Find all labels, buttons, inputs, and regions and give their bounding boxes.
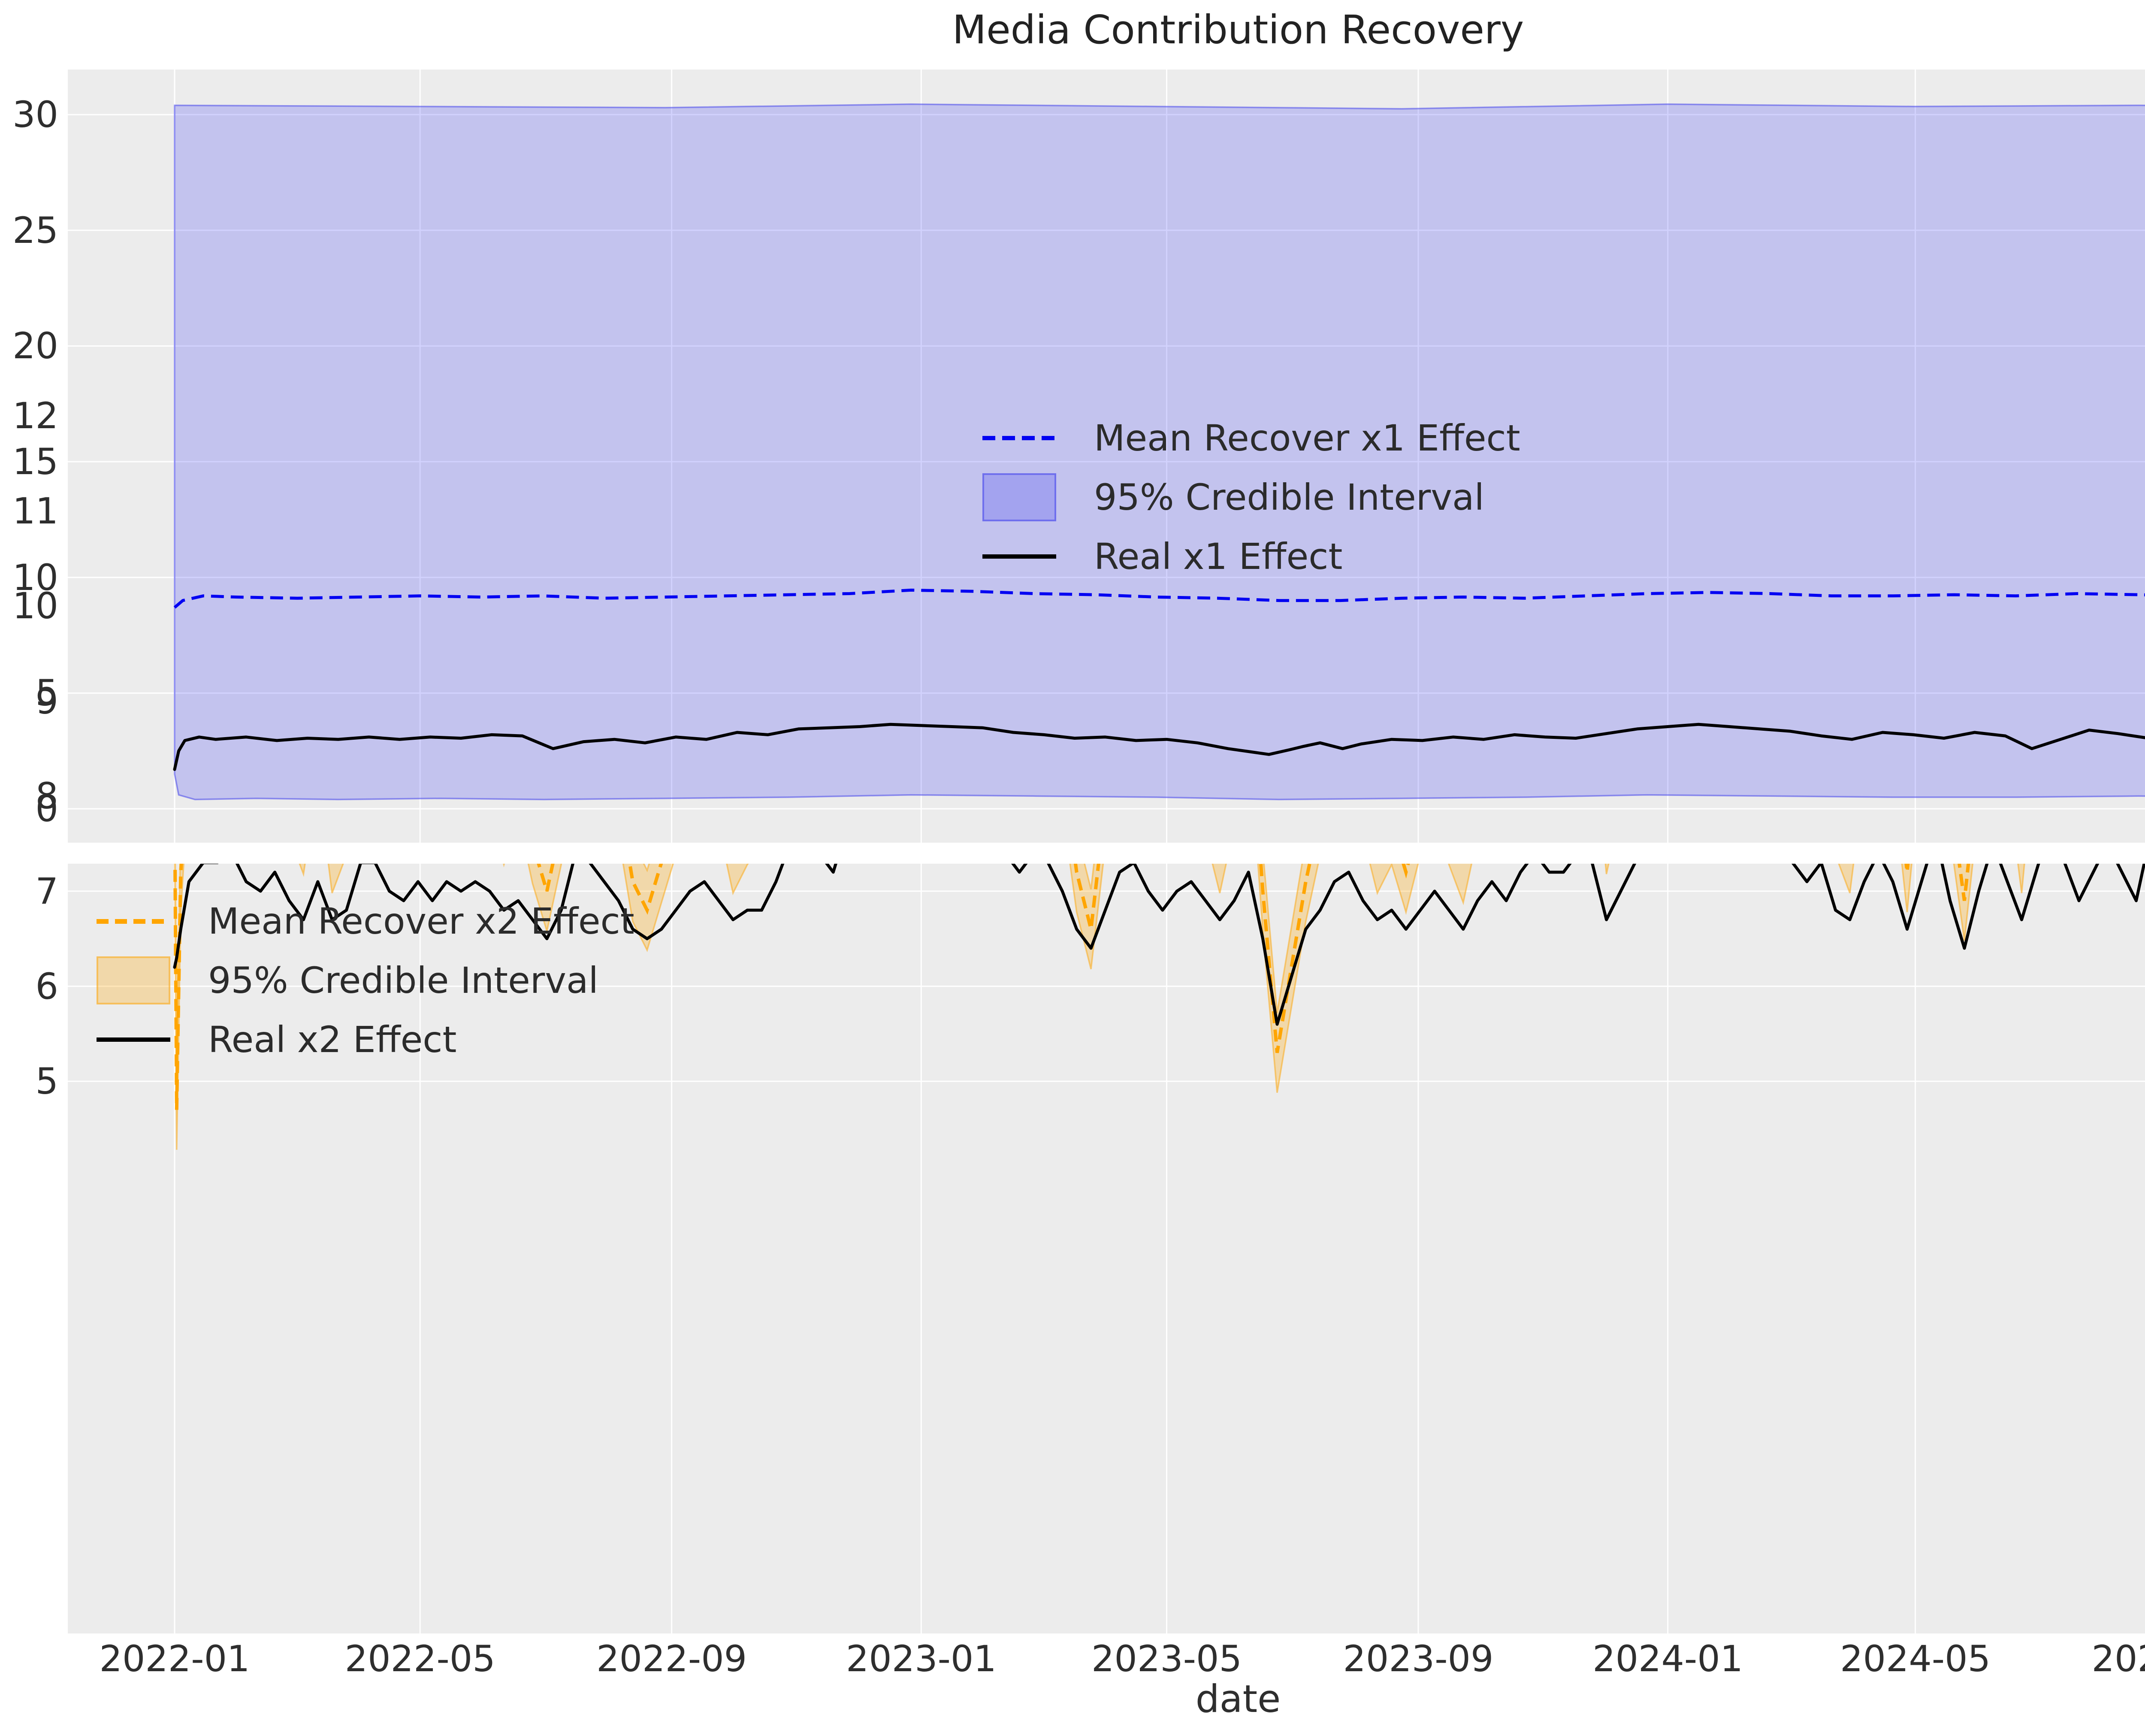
y-tick-label: 10 bbox=[12, 585, 58, 627]
x-tick-label: 2024-09 bbox=[2091, 1638, 2145, 1680]
x-tick-label: 2023-05 bbox=[1091, 1638, 1242, 1680]
legend-item-real-x1: Real x1 Effect bbox=[982, 527, 1520, 586]
y-tick-label: 12 bbox=[12, 395, 58, 437]
chart-title: Media Contribution Recovery bbox=[952, 7, 1524, 53]
legend-item-label: Mean Recover x1 Effect bbox=[1094, 417, 1520, 459]
y-tick-label: 11 bbox=[12, 490, 58, 532]
y-tick-label: 6 bbox=[35, 965, 58, 1007]
bottom-legend: Mean Recover x2 Effect 95% Credible Inte… bbox=[97, 892, 634, 1069]
y-tick-label: 5 bbox=[35, 1060, 58, 1103]
legend-item-label: 95% Credible Interval bbox=[208, 959, 598, 1001]
y-tick-label: 8 bbox=[35, 775, 58, 817]
patch-swatch bbox=[982, 473, 1056, 521]
x-tick-label: 2022-01 bbox=[99, 1638, 250, 1680]
top-legend: Mean Recover x1 Effect 95% Credible Inte… bbox=[982, 408, 1520, 586]
legend-item-label: Real x2 Effect bbox=[208, 1019, 457, 1061]
y-tick-label: 20 bbox=[12, 325, 58, 367]
y-tick-label: 9 bbox=[35, 680, 58, 722]
legend-item-ci-x2: 95% Credible Interval bbox=[97, 951, 634, 1010]
x1-mean-recover-line bbox=[173, 588, 2145, 609]
legend-item-mean-x2: Mean Recover x2 Effect bbox=[97, 892, 634, 951]
x-tick-label: 2022-05 bbox=[344, 1638, 495, 1680]
x1-real-effect-line bbox=[173, 723, 2145, 771]
y-tick-label: 0 bbox=[35, 788, 58, 830]
x1-credible-interval-band bbox=[174, 103, 2145, 801]
x-axis-label: date bbox=[1195, 1677, 1281, 1721]
legend-item-label: 95% Credible Interval bbox=[1094, 476, 1484, 518]
y-tick-label: 5 bbox=[35, 672, 58, 714]
patch-swatch bbox=[97, 956, 170, 1004]
x-tick-label: 2024-01 bbox=[1592, 1638, 1743, 1680]
y-tick-label: 10 bbox=[12, 556, 58, 599]
y-tick-label: 25 bbox=[12, 209, 58, 251]
x-tick-label: 2023-01 bbox=[846, 1638, 997, 1680]
solid-line-swatch bbox=[982, 554, 1056, 559]
top-axes-canvas bbox=[68, 70, 2145, 843]
legend-item-ci-x1: 95% Credible Interval bbox=[982, 468, 1520, 527]
legend-item-real-x2: Real x2 Effect bbox=[97, 1010, 634, 1069]
legend-item-label: Mean Recover x2 Effect bbox=[208, 900, 634, 942]
solid-line-swatch bbox=[97, 1037, 170, 1042]
x-tick-label: 2022-09 bbox=[596, 1638, 747, 1680]
x-tick-label: 2024-05 bbox=[1840, 1638, 1991, 1680]
y-tick-label: 15 bbox=[12, 441, 58, 483]
legend-item-label: Real x1 Effect bbox=[1094, 535, 1343, 578]
dashed-line-swatch bbox=[97, 919, 170, 924]
dashed-line-swatch bbox=[982, 436, 1056, 440]
legend-item-mean-x1: Mean Recover x1 Effect bbox=[982, 408, 1520, 468]
x2-real-effect-line bbox=[173, 864, 2145, 1026]
y-tick-label: 7 bbox=[35, 870, 58, 912]
y-tick-label: 30 bbox=[12, 94, 58, 136]
bottom-axes-canvas bbox=[68, 864, 2145, 1633]
x-tick-label: 2023-09 bbox=[1343, 1638, 1494, 1680]
